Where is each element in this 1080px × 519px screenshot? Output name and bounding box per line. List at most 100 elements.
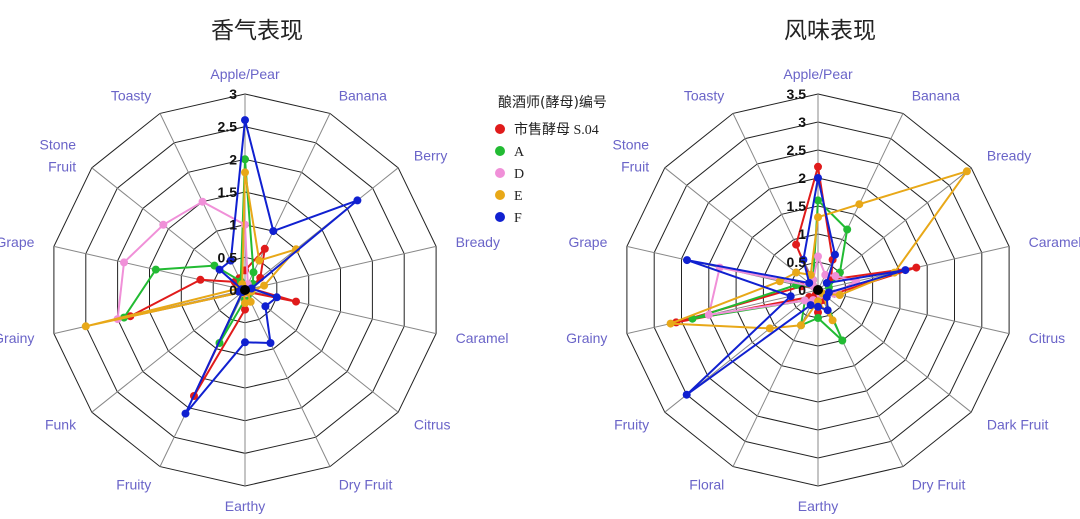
tick-label: 3 — [798, 114, 806, 130]
axis-label-dry-fruit: Dry Fruit — [339, 477, 393, 493]
axis-label-funk: Funk — [45, 417, 77, 433]
data-point-d-bready — [831, 272, 840, 280]
data-point-e-fruity — [765, 324, 774, 333]
tick-label: 1 — [798, 226, 806, 242]
data-point-d-apple-pear — [814, 252, 822, 261]
axis-label-bready: Bready — [987, 147, 1031, 163]
tick-label: 2.5 — [787, 142, 807, 158]
legend-marker-a — [495, 146, 505, 156]
data-point-f-dark-fruit — [822, 293, 831, 301]
data-point-a-dry-fruit — [838, 336, 847, 345]
axis-label-earthy: Earthy — [798, 498, 838, 514]
data-point-e-dry-fruit — [828, 316, 837, 325]
data-point-e-apple-pear — [241, 168, 249, 177]
grid-spoke — [53, 245, 246, 291]
axis-label-stone-fruit: Fruit — [621, 158, 649, 174]
axis-label-dry-fruit: Dry Fruit — [912, 477, 966, 493]
grid-spoke — [732, 289, 819, 467]
axis-label-bready: Bready — [456, 234, 500, 250]
data-point-f-fruity — [682, 390, 691, 399]
axis-label-toasty: Toasty — [111, 87, 151, 103]
legend-title: 酿酒师(酵母)编号 — [498, 95, 607, 111]
legend-marker-d — [495, 168, 505, 178]
data-point-e-banana — [855, 200, 864, 209]
tick-label: 2 — [798, 170, 806, 186]
data-point-a-apple-pear — [241, 155, 249, 164]
tick-label: 3 — [229, 86, 237, 102]
axis-label-berry: Berry — [414, 147, 447, 163]
data-point-e-apple-pear — [814, 213, 822, 222]
axis-label-citrus: Citrus — [1029, 330, 1066, 346]
axis-label-stone-fruit: Stone — [40, 136, 77, 152]
axis-label-grape: Grape — [568, 234, 607, 250]
data-point-e-earthy — [241, 299, 249, 308]
grid-spoke — [817, 167, 972, 291]
axis-label-caramel: Caramel — [456, 330, 509, 346]
data-point-d-toasty — [198, 197, 207, 206]
legend-marker-f — [495, 212, 505, 222]
axis-label-apple-pear: Apple/Pear — [783, 66, 853, 82]
tick-label: 0 — [798, 282, 806, 298]
grid-spoke — [626, 289, 819, 335]
data-point-e-earthy — [814, 297, 822, 306]
data-point-f-toasty — [799, 255, 808, 264]
data-point-f-fruity — [181, 409, 190, 418]
data-point-a-banana — [843, 225, 852, 234]
axis-label-banana: Banana — [339, 87, 387, 103]
grid-spoke — [244, 289, 331, 467]
data-point-e-grainy — [666, 319, 675, 328]
data-point-f-banana — [831, 250, 839, 259]
legend-marker-e — [495, 190, 505, 200]
data-point-e-berry — [292, 245, 301, 254]
data-point-d-stone-fruit — [159, 220, 168, 229]
axis-label-caramel: Caramel — [1029, 234, 1080, 250]
data-point-a-apple-pear — [814, 196, 822, 205]
data-point-s-04-caramel — [912, 263, 921, 272]
legend-marker-s-04 — [495, 124, 505, 134]
aroma-radar-chart: 香气表现 0 0.5 1 1.5 2 2.5 3 Apple/Pear Banana Berry… — [0, 18, 509, 514]
tick-label: 2 — [229, 151, 237, 167]
flavor-radar-ticks: 0 0.5 1 1.5 2 2.5 3 3.5 — [787, 86, 807, 298]
axis-label-stone-fruit: Fruit — [48, 158, 76, 174]
grid-spoke — [664, 167, 819, 291]
data-point-f-toasty — [226, 256, 235, 265]
data-point-f-berry — [353, 196, 362, 205]
legend-label-e: E — [514, 189, 523, 204]
tick-label: 0.5 — [787, 254, 807, 270]
data-point-s-04-earthy — [241, 305, 249, 314]
aroma-radar-axis-labels: Apple/Pear Banana Berry Bready Caramel Citrus… — [0, 66, 509, 514]
axis-label-grape: Grape — [0, 234, 35, 250]
center-dot — [813, 285, 823, 295]
data-point-f-stone-fruit — [215, 265, 224, 274]
data-point-d-apple-pear — [241, 220, 249, 229]
data-point-s-04-caramel — [292, 297, 300, 306]
data-point-e-stone-fruit — [792, 268, 801, 277]
axis-label-fruity: Fruity — [116, 477, 151, 493]
data-point-s-04-toasty — [792, 240, 801, 249]
tick-label: 1.5 — [787, 198, 807, 214]
data-point-s-04-grape — [196, 275, 205, 284]
data-point-s-04-banana — [260, 244, 269, 253]
data-point-s-04-earthy — [814, 308, 822, 317]
grid-spoke — [817, 289, 972, 413]
data-point-f-earthy — [241, 338, 249, 347]
data-point-a-earthy — [814, 314, 822, 322]
data-point-f-floral — [806, 301, 815, 310]
axis-label-banana: Banana — [912, 87, 960, 103]
data-point-f-bready — [822, 279, 831, 287]
grid-spoke — [244, 245, 437, 291]
legend-label-d: D — [514, 167, 524, 182]
data-point-f-apple-pear — [814, 174, 822, 182]
axis-label-fruity: Fruity — [614, 417, 649, 433]
data-point-e-citrus — [835, 291, 844, 299]
data-point-f-stone-fruit — [805, 279, 814, 287]
tick-label: 3.5 — [787, 86, 807, 102]
data-point-f-dry-fruit — [266, 339, 275, 347]
data-point-f-grape — [683, 256, 691, 265]
aroma-chart-title: 香气表现 — [211, 18, 303, 44]
tick-label: 0 — [229, 282, 237, 298]
flavor-chart-title: 风味表现 — [784, 18, 876, 44]
data-point-f-caramel — [901, 266, 910, 275]
axis-label-toasty: Toasty — [684, 87, 724, 103]
